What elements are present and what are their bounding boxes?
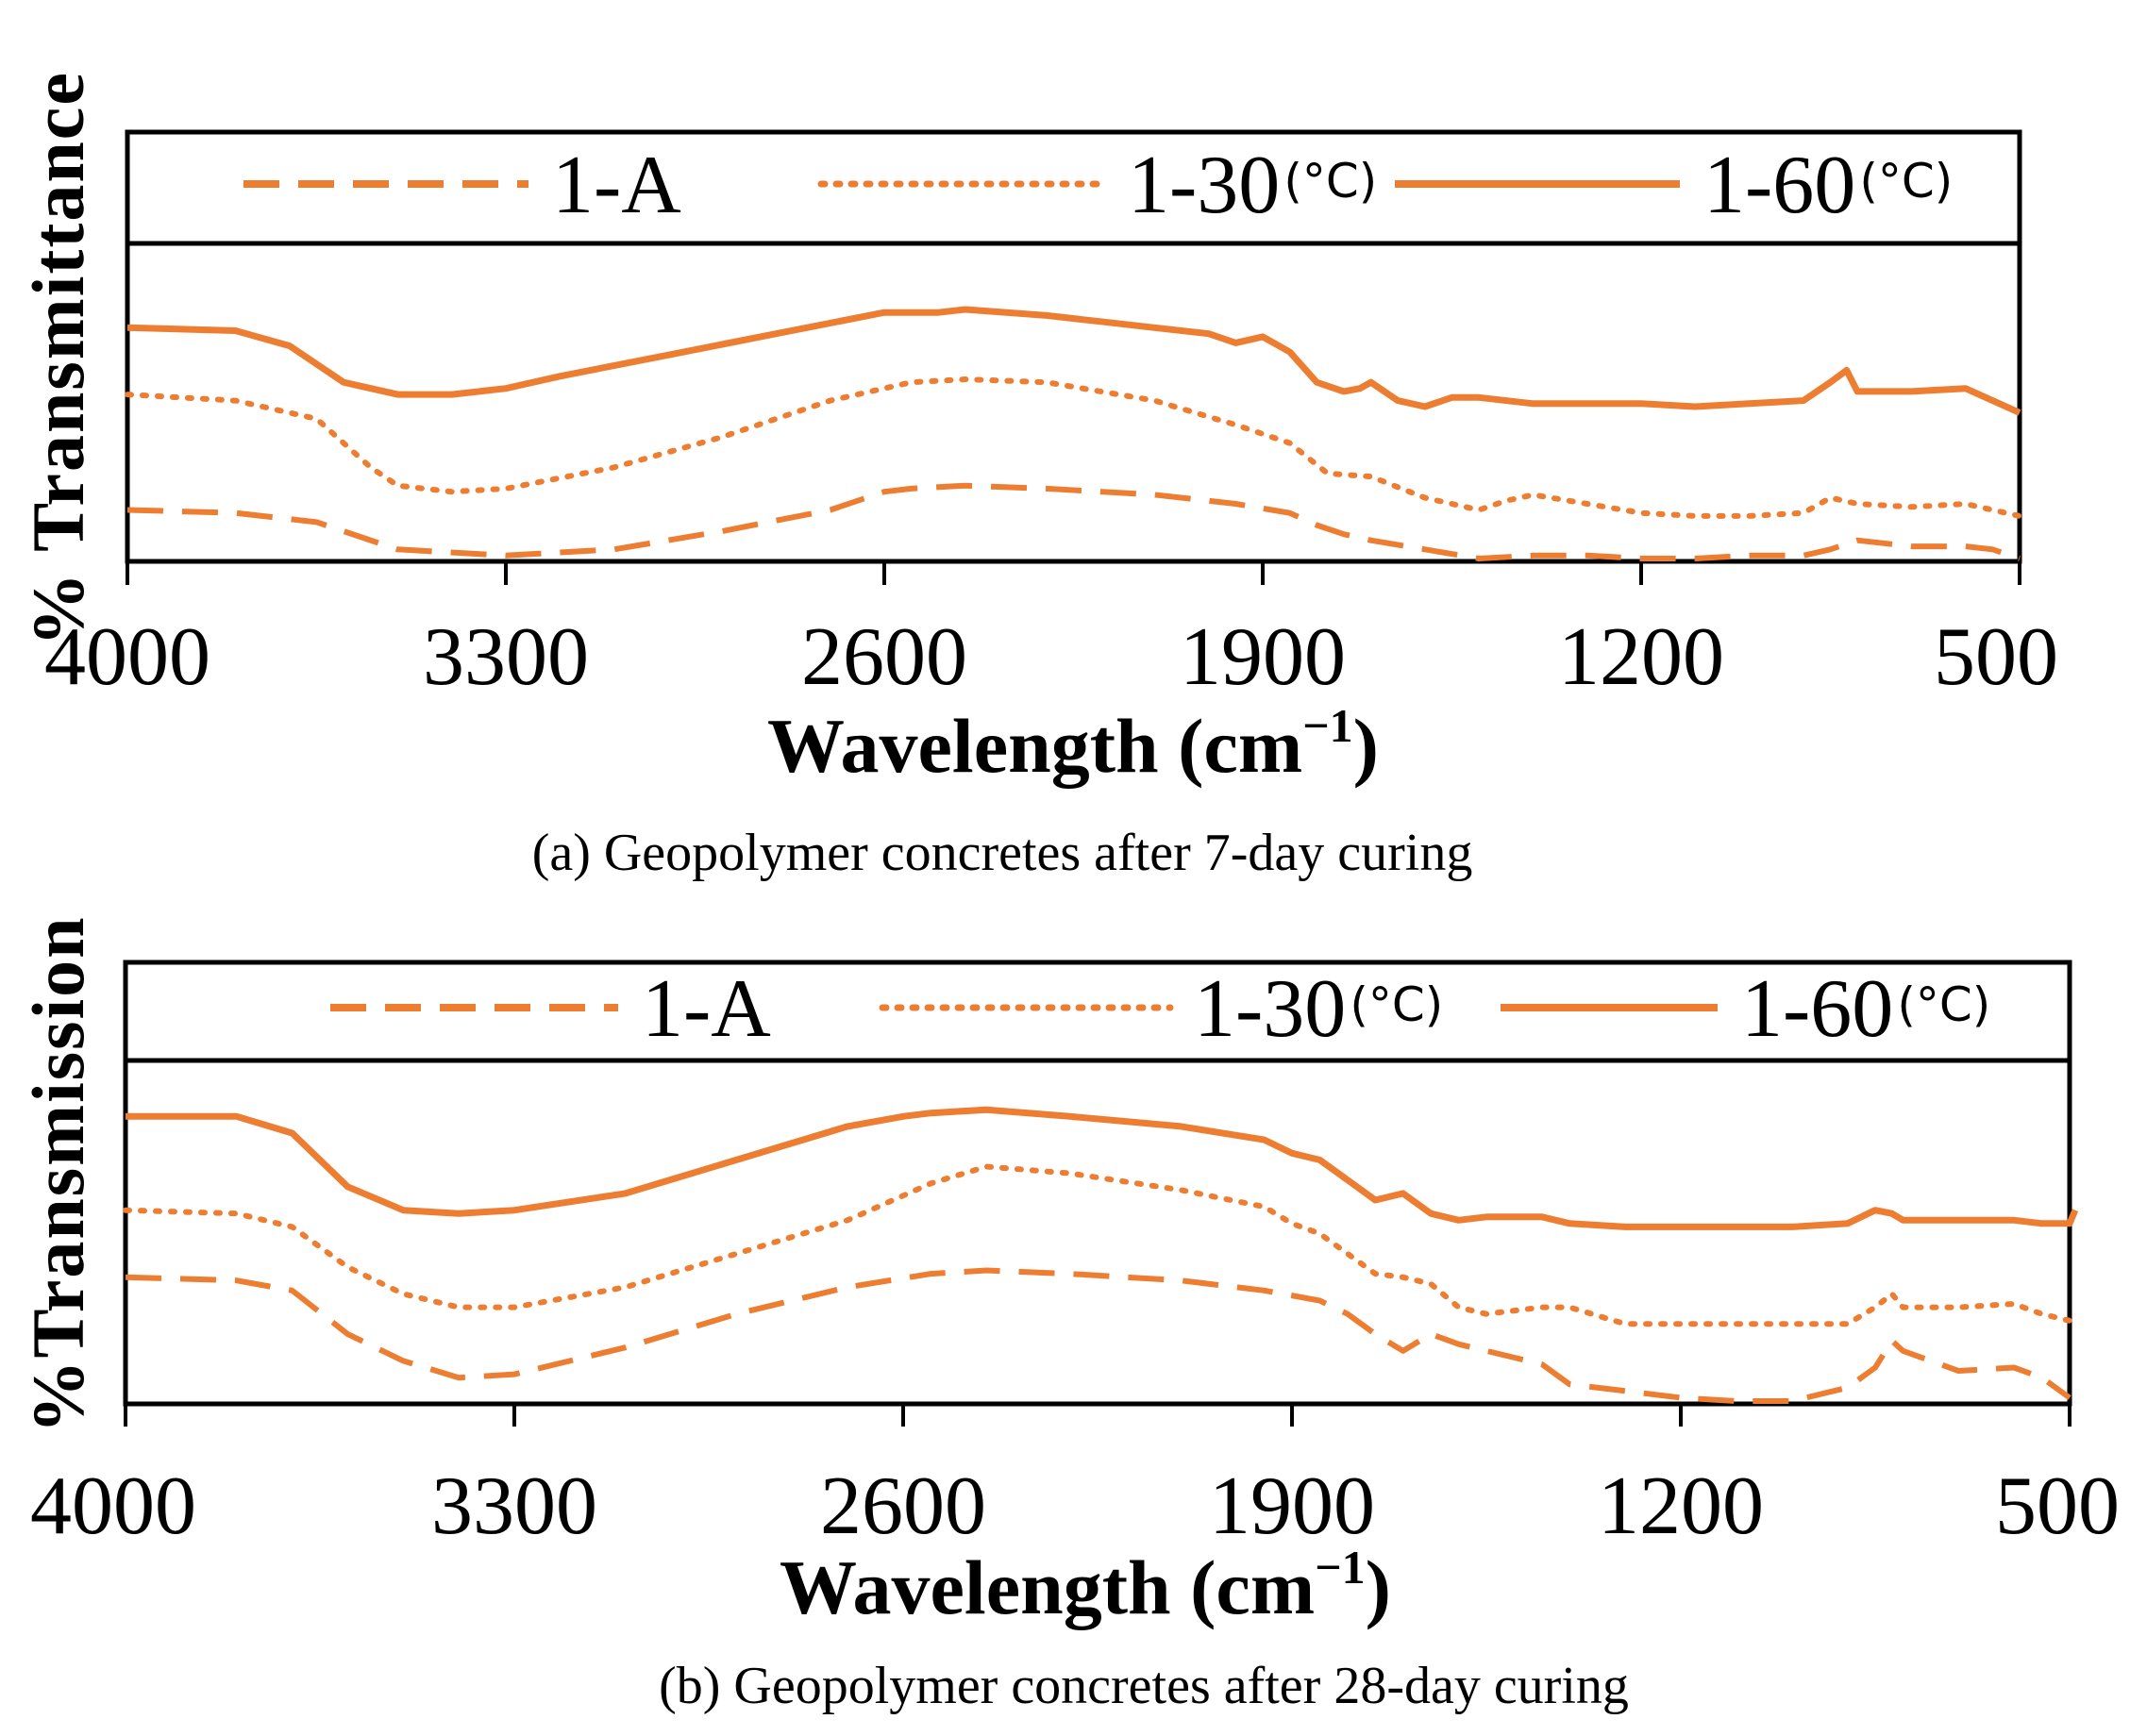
x-tick-label: 3300 xyxy=(423,611,589,703)
legend: 1-A 1-30(°C) 1-60(°C) xyxy=(330,963,1990,1055)
x-axis-label: Wavelength (cm−1) xyxy=(767,699,1379,789)
plot-frame xyxy=(123,960,2072,1407)
x-tick-label: 1200 xyxy=(1598,1461,1764,1552)
legend-label-1-30: 1-30(°C) xyxy=(1194,963,1443,1055)
legend-label-1-A: 1-A xyxy=(552,140,681,231)
x-axis-label: Wavelength (cm−1) xyxy=(780,1541,1391,1630)
series-line-1-60 xyxy=(126,1106,2079,1230)
panel-a: % Transmittance 1-A 1-30(°C) 1-60(°C) 40… xyxy=(17,71,2058,882)
legend-label-1-30: 1-30(°C) xyxy=(1128,140,1377,231)
x-axis: 4000 3300 2600 1900 1200 500 xyxy=(44,561,2058,703)
series-line-1-60 xyxy=(126,306,2021,416)
x-tick-label: 4000 xyxy=(30,1461,196,1552)
plot-frame xyxy=(125,129,2022,564)
x-tick-label: 2600 xyxy=(801,611,967,703)
x-tick-label: 3300 xyxy=(431,1461,597,1552)
legend: 1-A 1-30(°C) 1-60(°C) xyxy=(243,140,1953,231)
series-layer xyxy=(125,306,2022,561)
x-tick-label: 4000 xyxy=(44,611,210,703)
legend-label-1-60: 1-60(°C) xyxy=(1703,140,1953,231)
x-tick-label: 500 xyxy=(1995,1461,2120,1552)
legend-label-1-A: 1-A xyxy=(642,963,771,1055)
panel-caption: (a) Geopolymer concretes after 7-day cur… xyxy=(532,824,1473,882)
series-line-1-A xyxy=(126,482,2021,561)
panel-caption: (b) Geopolymer concretes after 28-day cu… xyxy=(659,1657,1629,1715)
x-tick-label: 1900 xyxy=(1209,1461,1375,1552)
series-line-1-A xyxy=(125,1267,2072,1404)
legend-label-1-60: 1-60(°C) xyxy=(1741,963,1990,1055)
x-tick-label: 1200 xyxy=(1558,611,1724,703)
x-tick-label: 1900 xyxy=(1180,611,1346,703)
series-line-1-30 xyxy=(123,1163,2072,1327)
series-layer xyxy=(123,1106,2079,1404)
series-line-1-30 xyxy=(125,376,2022,519)
x-tick-label: 2600 xyxy=(820,1461,986,1552)
panel-b: %Transmission 1-A 1-30(°C) 1-60(°C) 4000… xyxy=(17,916,2120,1716)
y-axis-label: %Transmission xyxy=(17,916,99,1434)
x-axis: 4000 3300 2600 1900 1200 500 xyxy=(30,1404,2120,1552)
y-axis-label: % Transmittance xyxy=(17,71,99,646)
x-tick-label: 500 xyxy=(1934,611,2058,703)
